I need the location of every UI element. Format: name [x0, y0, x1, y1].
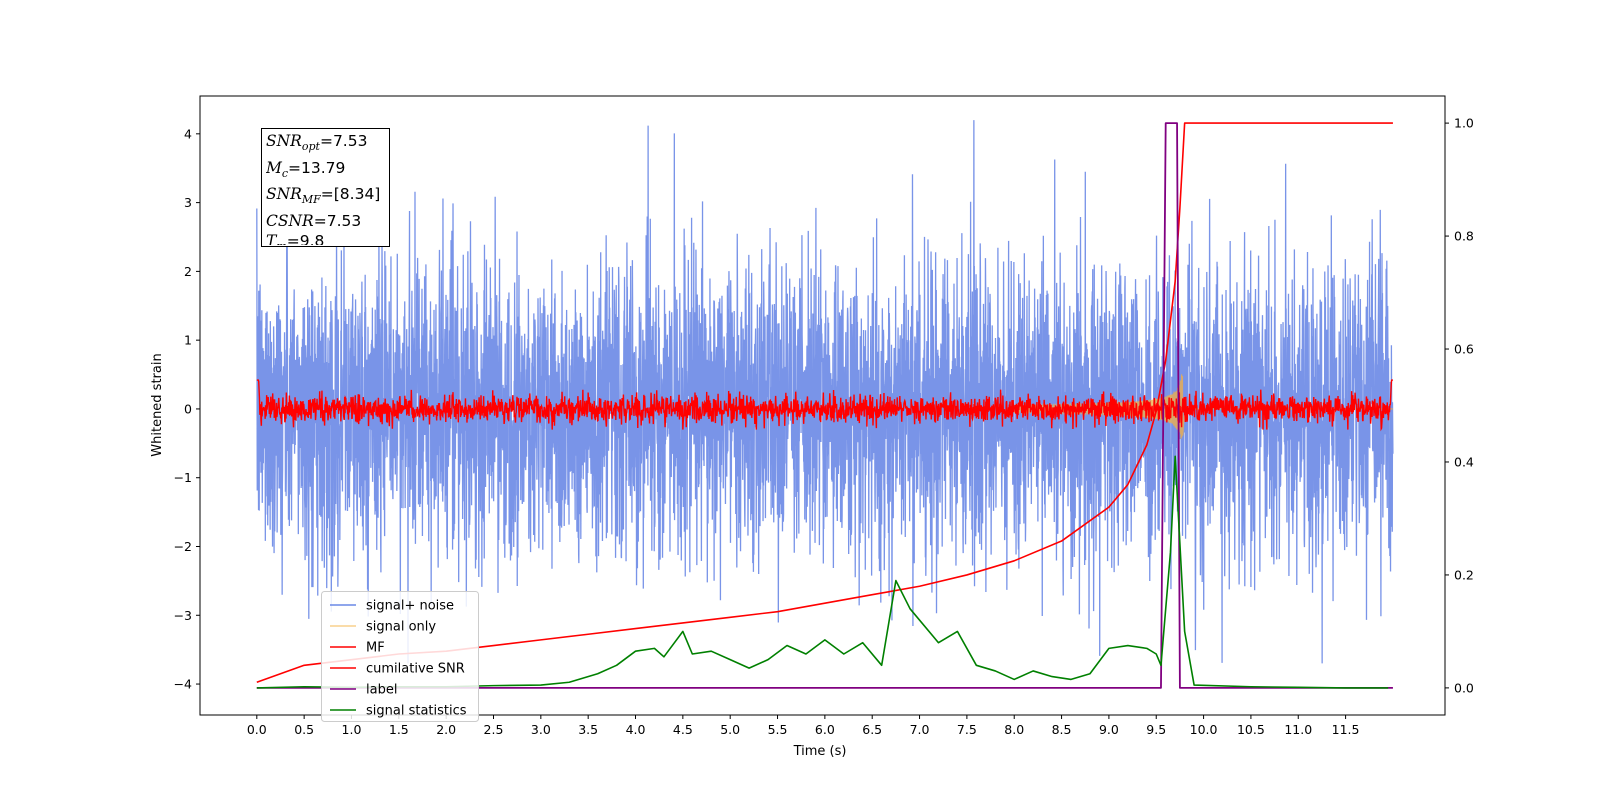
legend: signal+ noise signal only MF cumilative …: [321, 591, 479, 722]
x-tick-label: 11.0: [1284, 722, 1312, 737]
annotation-mc: Mc=13.79: [266, 158, 346, 180]
x-axis-label: Time (s): [793, 744, 847, 759]
mf-line: [256, 379, 1393, 432]
annotation-snr-opt: SNRopt=7.53: [266, 132, 368, 154]
svg-text:cumilative SNR: cumilative SNR: [366, 662, 465, 677]
x-tick-label: 3.0: [531, 722, 551, 737]
y-axis-right: 0.0 0.2 0.4 0.6 0.8 1.0: [1445, 116, 1474, 695]
x-tick-label: 1.5: [389, 722, 409, 737]
y-axis-left: −4 −3 −2 −1 0 1 2 3 4: [174, 126, 200, 692]
x-tick-label: 2.0: [436, 722, 456, 737]
y-left-tick-label: −4: [174, 677, 192, 692]
svg-text:signal statistics: signal statistics: [366, 704, 467, 719]
series-mf: [256, 379, 1393, 432]
series-signal-statistics: [256, 455, 1389, 689]
label-line: [256, 122, 1393, 689]
x-tick-label: 3.5: [578, 722, 598, 737]
y-axis-label: Whitened strain: [150, 353, 165, 456]
y-left-tick-label: 2: [184, 264, 192, 279]
annotation-tm: Tm=9.8: [266, 232, 325, 245]
signal-statistics-line: [256, 455, 1389, 689]
x-tick-label: 1.0: [342, 722, 362, 737]
svg-text:MF: MF: [366, 641, 385, 656]
x-tick-label: 4.0: [626, 722, 646, 737]
y-right-tick-label: 0.6: [1454, 342, 1474, 357]
x-tick-label: 10.0: [1190, 722, 1218, 737]
legend-item-mf: MF: [330, 641, 385, 656]
x-tick-label: 10.5: [1237, 722, 1265, 737]
annotation-box: SNRopt=7.53 Mc=13.79 SNRMF=[8.34] CSNR=7…: [261, 128, 390, 247]
y-left-tick-label: −2: [174, 539, 192, 554]
x-tick-label: 2.5: [484, 722, 504, 737]
svg-text:signal+ noise: signal+ noise: [366, 599, 454, 614]
legend-item-signal-noise: signal+ noise: [330, 599, 454, 614]
x-tick-label: 7.5: [957, 722, 977, 737]
annotation-csnr: CSNR=7.53: [266, 211, 362, 230]
y-left-tick-label: 4: [184, 126, 192, 141]
x-tick-label: 8.5: [1052, 722, 1072, 737]
legend-item-cumulative-snr: cumilative SNR: [330, 662, 465, 677]
y-right-tick-label: 1.0: [1454, 116, 1474, 131]
svg-text:signal only: signal only: [366, 620, 436, 635]
x-tick-label: 11.5: [1332, 722, 1360, 737]
series-signal-noise: [256, 120, 1394, 664]
x-tick-label: 0.0: [247, 722, 267, 737]
y-right-tick-label: 0.4: [1454, 454, 1474, 469]
x-tick-label: 4.5: [673, 722, 693, 737]
series-label: [256, 122, 1393, 689]
x-tick-label: 7.0: [910, 722, 930, 737]
x-axis: 0.0 0.5 1.0 1.5 2.0 2.5 3.0 3.5 4.0 4.5 5.0 5.5 6.0 6…: [247, 715, 1360, 737]
legend-item-signal-statistics: signal statistics: [330, 704, 467, 719]
y-right-tick-label: 0.8: [1454, 229, 1474, 244]
legend-item-label: label: [330, 683, 397, 698]
y-right-tick-label: 0.0: [1454, 680, 1474, 695]
x-tick-label: 9.5: [1146, 722, 1166, 737]
y-left-tick-label: −1: [174, 470, 192, 485]
x-tick-label: 0.5: [294, 722, 314, 737]
y-left-tick-label: 0: [184, 401, 192, 416]
x-tick-label: 5.0: [720, 722, 740, 737]
x-tick-label: 8.0: [1004, 722, 1024, 737]
annotation-snr-mf: SNRMF=[8.34]: [266, 185, 381, 207]
x-tick-label: 9.0: [1099, 722, 1119, 737]
y-left-tick-label: −3: [174, 608, 192, 623]
y-left-tick-label: 1: [184, 333, 192, 348]
x-tick-label: 6.0: [815, 722, 835, 737]
x-tick-label: 5.5: [768, 722, 788, 737]
y-left-tick-label: 3: [184, 195, 192, 210]
legend-item-signal-only: signal only: [330, 620, 436, 635]
signal-noise-line: [256, 120, 1394, 664]
x-tick-label: 6.5: [862, 722, 882, 737]
svg-text:label: label: [366, 683, 397, 698]
plot-frame: [199, 95, 1446, 716]
y-right-tick-label: 0.2: [1454, 567, 1474, 582]
